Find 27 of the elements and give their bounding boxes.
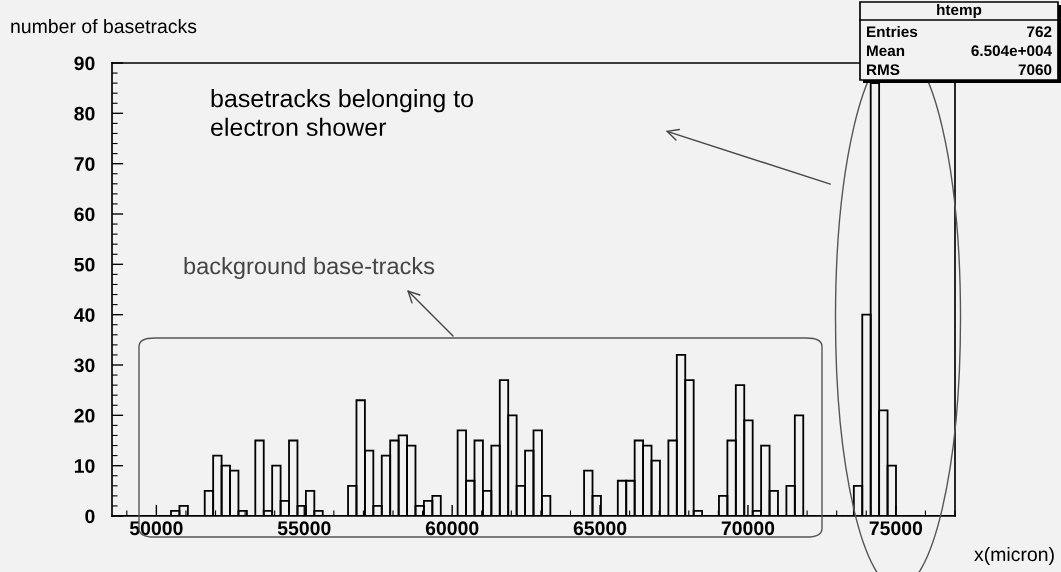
- x-axis-title: x(micron): [974, 546, 1054, 566]
- y-tick-label: 0: [85, 509, 95, 524]
- text: htemp: [937, 3, 982, 19]
- text: Mean: [867, 45, 905, 57]
- x-tick-label: 65000: [573, 521, 627, 536]
- x-tick-label: 50000: [129, 521, 183, 536]
- y-tick-label: 30: [74, 358, 95, 373]
- annotation: RMS: [867, 64, 900, 76]
- y-tick-label: 40: [74, 308, 95, 322]
- text: 762: [1027, 26, 1052, 38]
- x-tick-label: 60000: [425, 521, 479, 536]
- text: 6.504e+004: [971, 45, 1052, 57]
- annotation: background base-tracks: [184, 257, 435, 279]
- y-tick-label: 70: [74, 157, 95, 171]
- y-tick-label: 90: [74, 56, 95, 71]
- annotation: basetracks belonging to electron shower: [211, 88, 474, 137]
- text: 7060: [1018, 64, 1052, 76]
- y-tick-label: 20: [74, 408, 95, 423]
- text: Entries: [867, 25, 918, 38]
- x-tick-label: 55000: [277, 521, 331, 536]
- y-axis-title: number of basetracks: [11, 18, 197, 34]
- y-tick-label: 50: [74, 257, 95, 272]
- x-tick-label: 70000: [721, 521, 775, 536]
- x-tick-label: 75000: [869, 521, 923, 536]
- y-tick-label: 10: [74, 459, 95, 473]
- y-tick-label: 80: [74, 106, 95, 121]
- y-tick-label: 60: [74, 207, 95, 222]
